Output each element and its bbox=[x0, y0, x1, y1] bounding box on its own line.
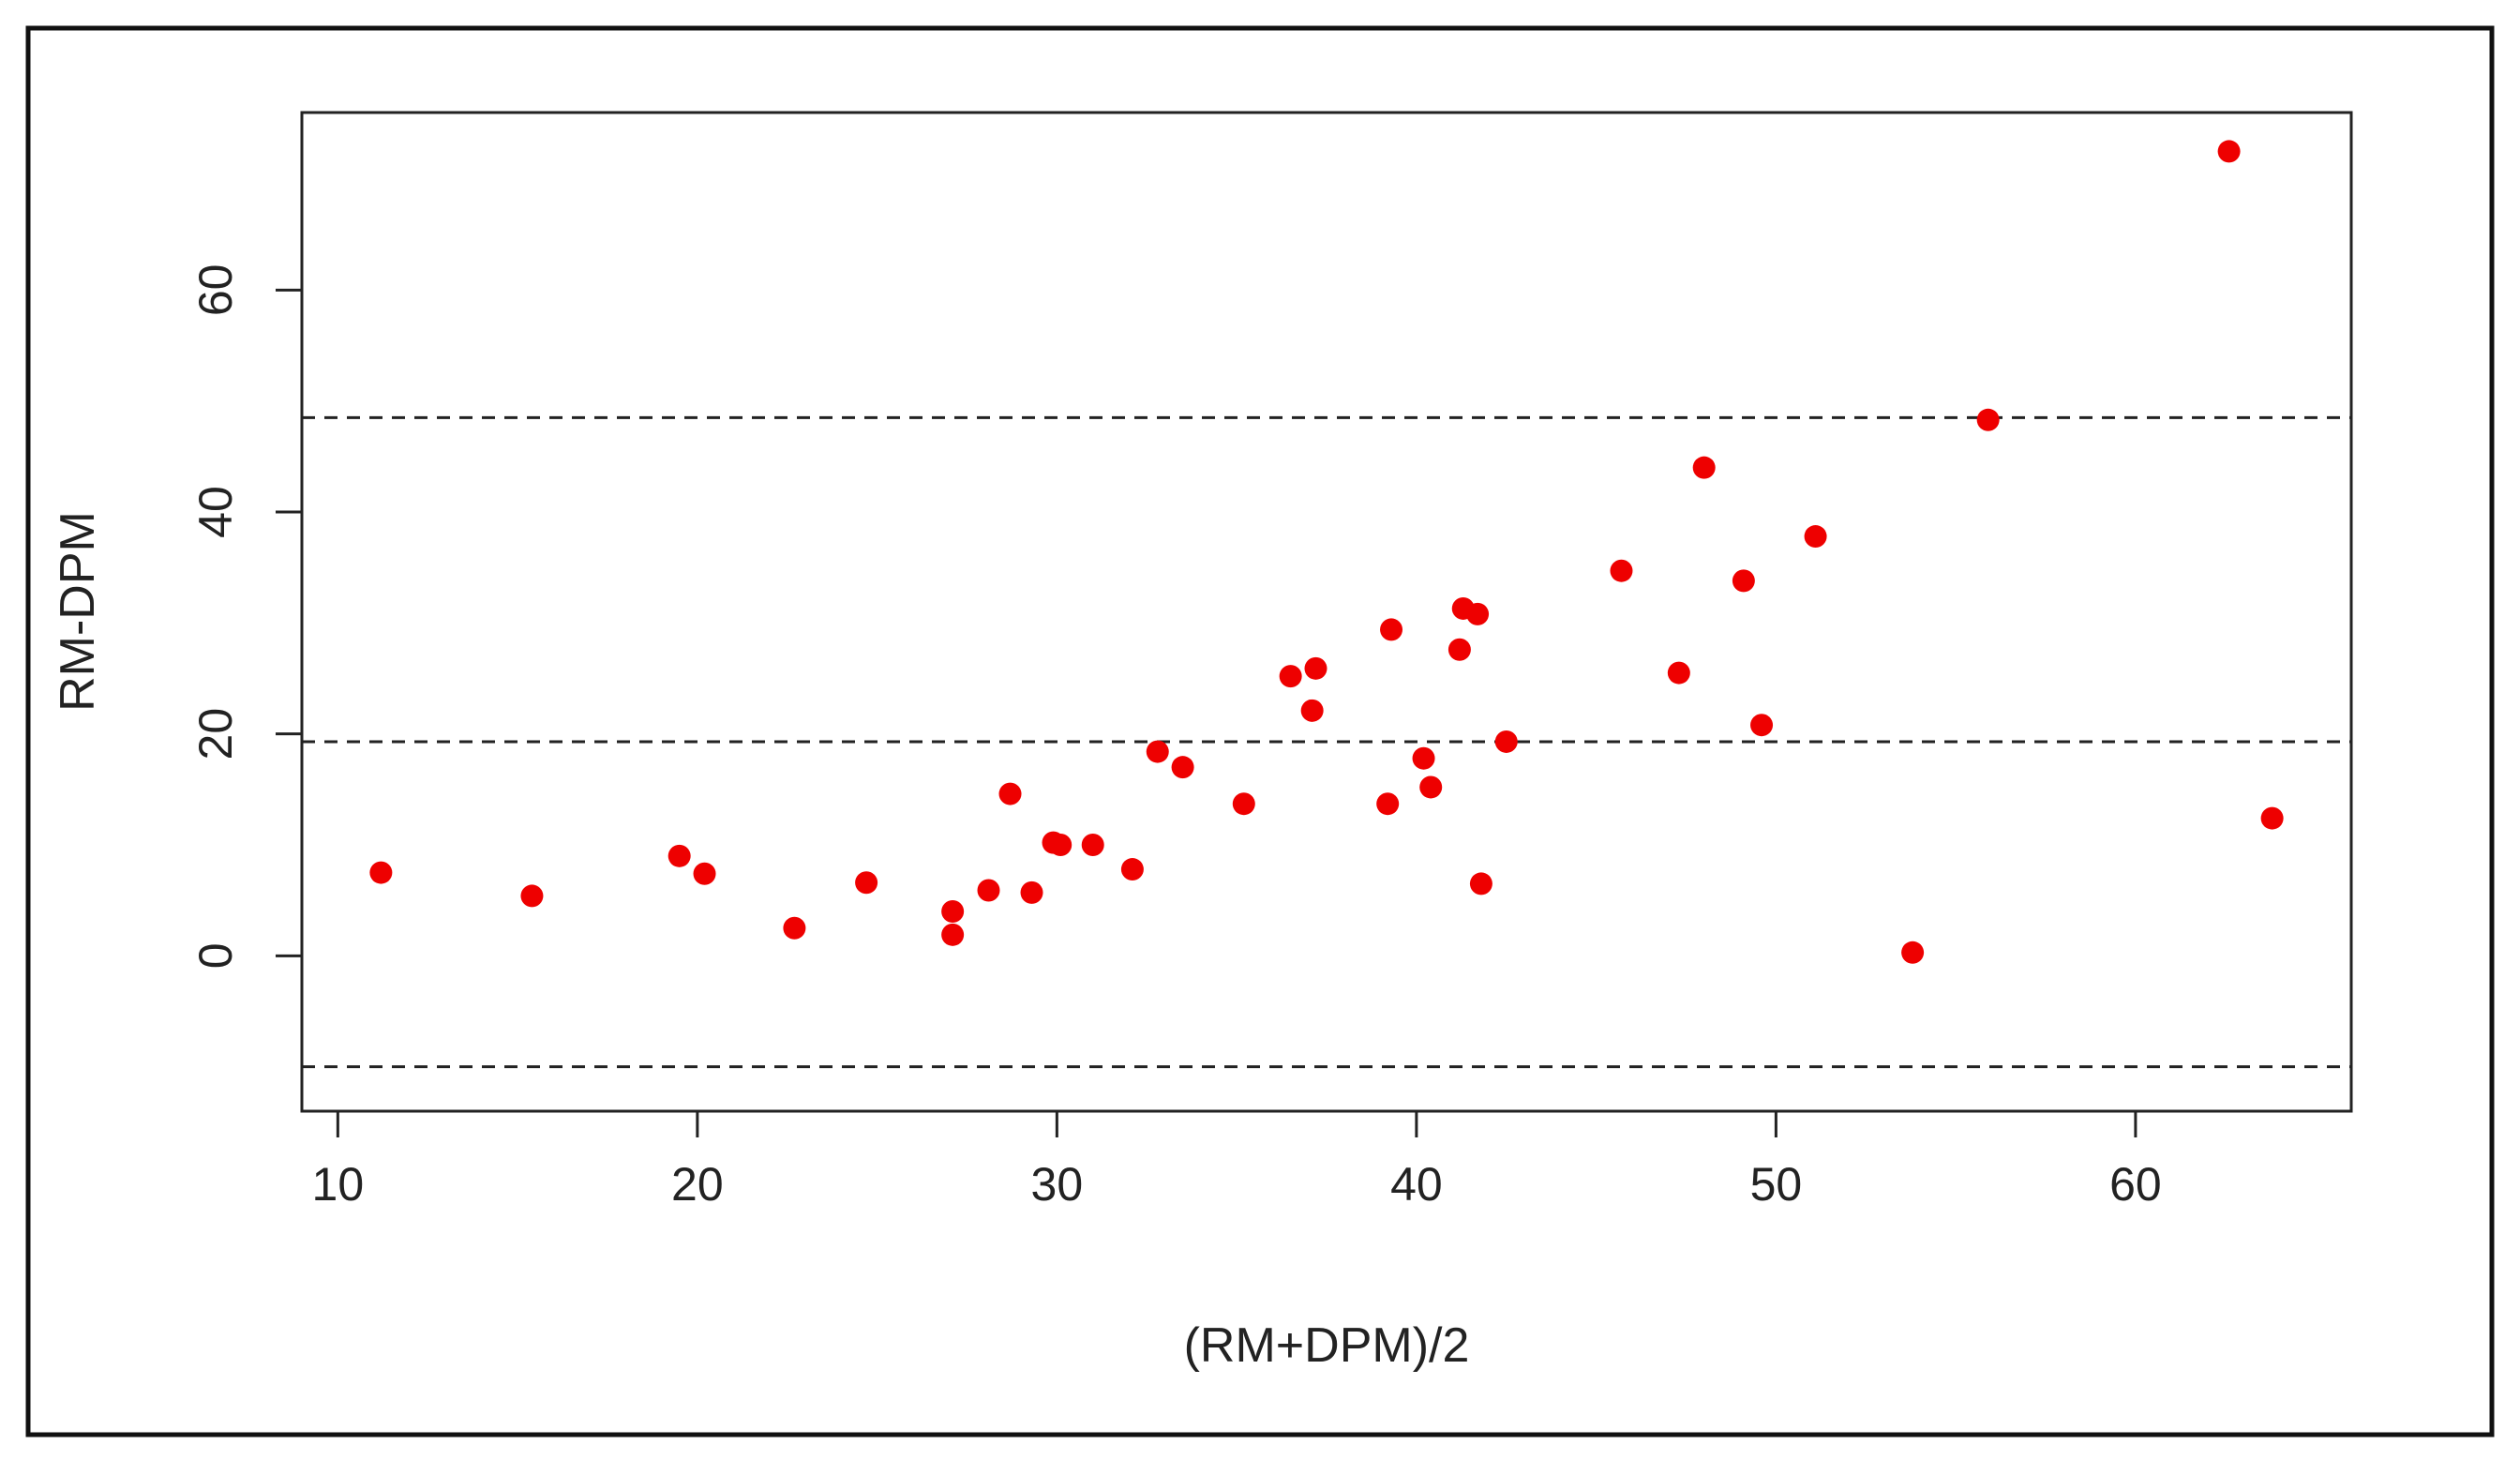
y-tick-label-20: 20 bbox=[189, 708, 242, 760]
y-tick-label-60: 60 bbox=[189, 264, 242, 317]
data-point-0 bbox=[369, 861, 393, 884]
x-tick-label-30: 30 bbox=[1031, 1158, 1084, 1211]
data-point-39 bbox=[2260, 806, 2284, 830]
data-point-15 bbox=[1146, 740, 1169, 763]
data-point-27 bbox=[1466, 602, 1490, 625]
y-axis: 0 20 40 60 bbox=[189, 264, 304, 969]
data-point-2 bbox=[668, 844, 691, 867]
data-point-36 bbox=[1901, 941, 1925, 964]
data-point-12 bbox=[1049, 834, 1072, 856]
data-point-17 bbox=[1232, 792, 1255, 816]
x-tick-label-20: 20 bbox=[671, 1158, 724, 1211]
data-point-21 bbox=[1376, 792, 1400, 816]
data-point-4 bbox=[783, 916, 806, 940]
y-tick-label-0: 0 bbox=[189, 942, 242, 969]
data-point-32 bbox=[1692, 456, 1716, 479]
data-points bbox=[369, 140, 2284, 964]
x-tick-label-50: 50 bbox=[1750, 1158, 1803, 1211]
x-axis-label: (RM+DPM)/2 bbox=[1184, 1318, 1470, 1373]
data-point-18 bbox=[1279, 665, 1302, 688]
data-point-19 bbox=[1300, 699, 1324, 722]
data-point-14 bbox=[1120, 858, 1144, 881]
data-point-6 bbox=[941, 900, 965, 923]
x-tick-label-40: 40 bbox=[1390, 1158, 1443, 1211]
data-point-29 bbox=[1494, 730, 1518, 753]
y-axis-label: RM-DPM bbox=[51, 511, 105, 712]
x-tick-label-10: 10 bbox=[312, 1158, 365, 1211]
data-point-25 bbox=[1448, 638, 1471, 661]
data-point-35 bbox=[1804, 525, 1827, 549]
data-point-34 bbox=[1750, 714, 1774, 737]
x-tick-label-60: 60 bbox=[2109, 1158, 2162, 1211]
data-point-1 bbox=[520, 884, 544, 908]
data-point-16 bbox=[1171, 756, 1194, 779]
data-point-28 bbox=[1469, 872, 1492, 896]
data-point-38 bbox=[2217, 140, 2241, 163]
data-point-10 bbox=[1020, 880, 1043, 904]
data-point-31 bbox=[1667, 661, 1690, 685]
data-point-24 bbox=[1419, 775, 1443, 799]
data-point-37 bbox=[1976, 408, 2000, 431]
data-point-13 bbox=[1081, 834, 1104, 856]
data-point-7 bbox=[941, 923, 965, 946]
data-point-22 bbox=[1380, 618, 1403, 641]
data-point-8 bbox=[977, 879, 1000, 902]
data-point-3 bbox=[693, 862, 716, 885]
y-tick-label-40: 40 bbox=[189, 486, 242, 538]
data-point-9 bbox=[998, 782, 1022, 805]
data-point-5 bbox=[855, 871, 878, 895]
data-point-20 bbox=[1304, 656, 1328, 680]
data-point-33 bbox=[1732, 569, 1755, 593]
figure-border bbox=[25, 25, 2495, 1437]
x-axis: 10 20 30 40 50 60 bbox=[312, 1109, 2162, 1211]
data-point-30 bbox=[1610, 559, 1633, 582]
reference-lines bbox=[302, 415, 2351, 1069]
data-point-23 bbox=[1412, 746, 1435, 770]
